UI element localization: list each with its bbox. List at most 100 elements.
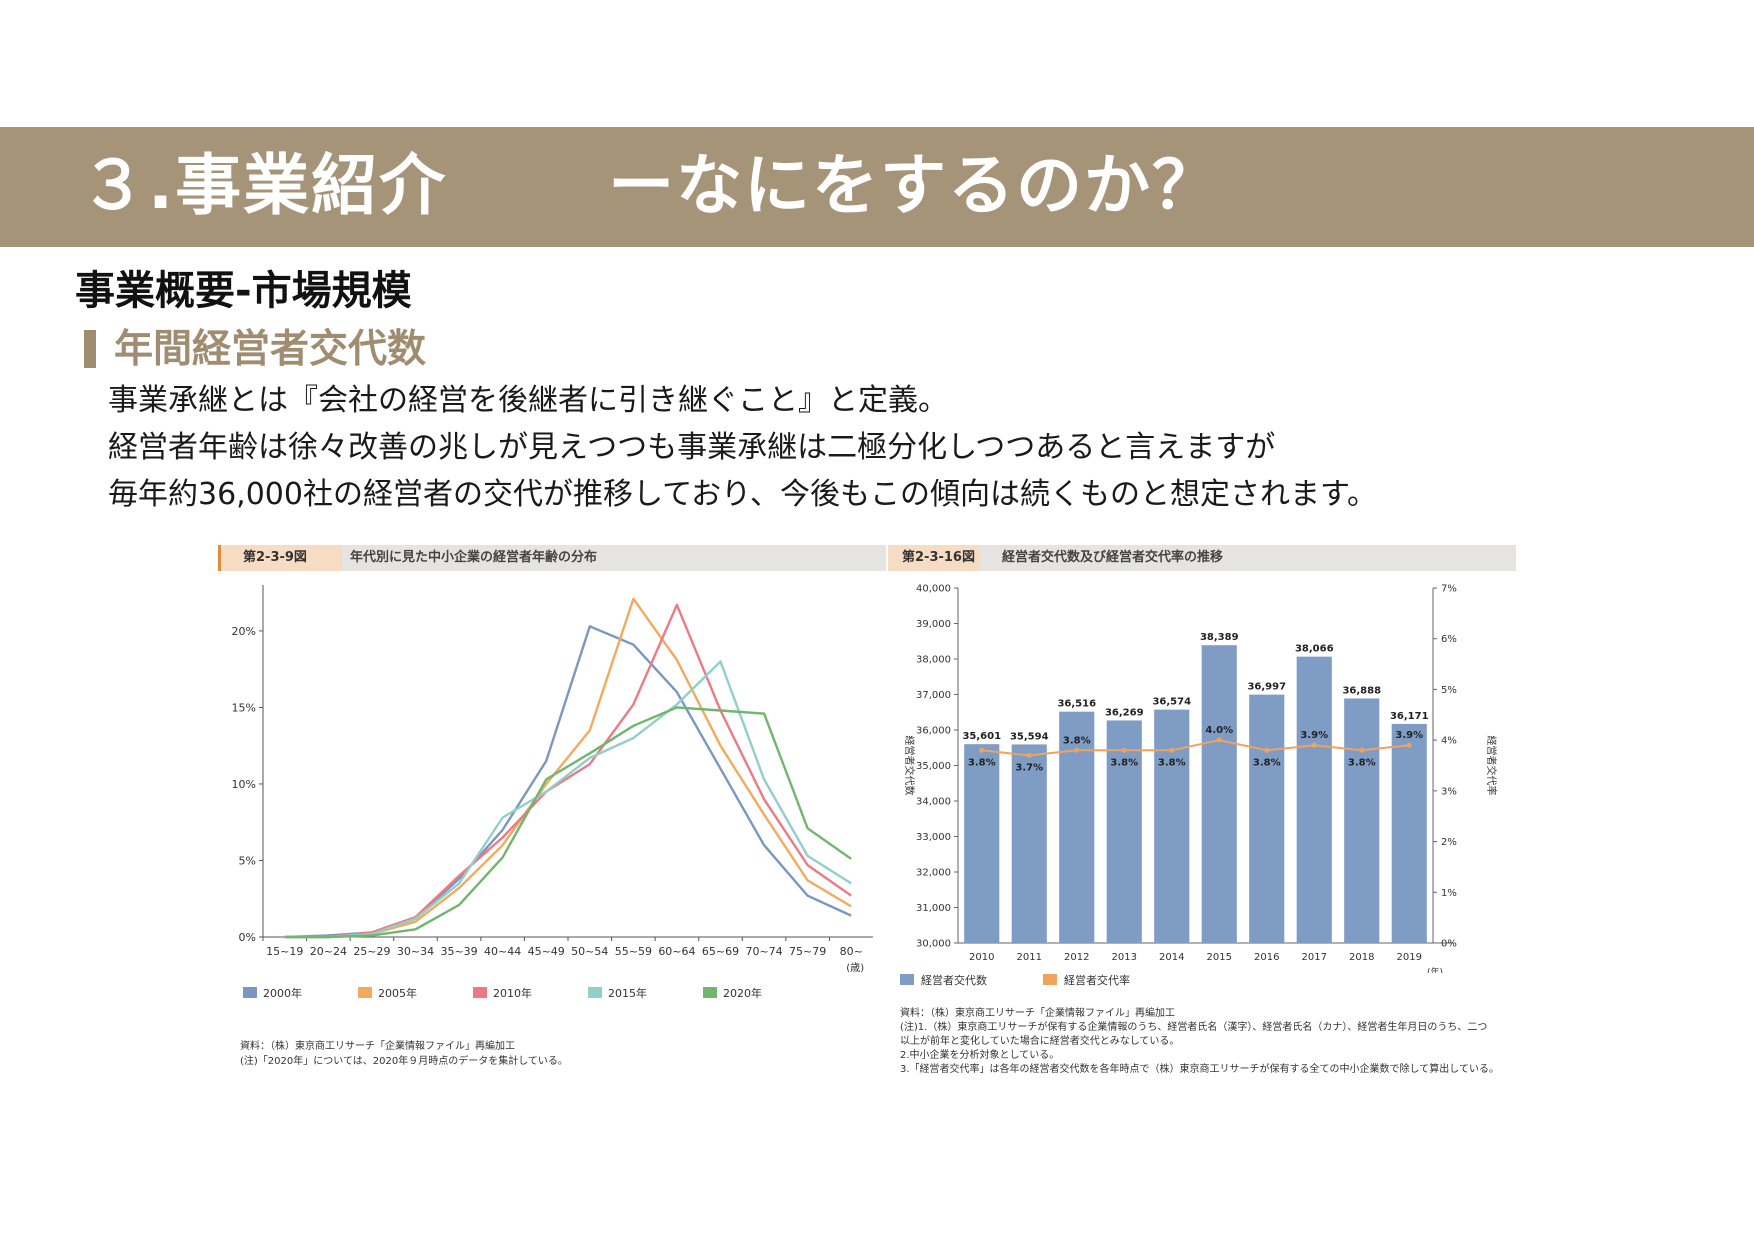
x-unit-label: (年): [1427, 966, 1443, 973]
heading-marker: [84, 330, 96, 368]
rate-value-label: 3.9%: [1395, 730, 1423, 741]
y2-tick-label: 3%: [1441, 786, 1457, 797]
legend-swatch: [900, 974, 914, 985]
y-axis-title: 経営者交代数: [903, 736, 916, 796]
y-tick-label: 20%: [232, 625, 256, 638]
source-note-3: 以上が前年と変化していた場合に経営者交代とみなしている。: [900, 1036, 1180, 1047]
rate-value-label: 3.8%: [1158, 757, 1186, 768]
y2-axis-title: 経営者交代率: [1485, 736, 1498, 796]
y-tick-label: 0%: [239, 931, 256, 944]
legend-bar: 経営者交代数: [900, 972, 987, 988]
y-tick-label: 39,000: [916, 619, 951, 630]
x-tick-label: 50~54: [571, 945, 608, 958]
y-tick-label: 40,000: [916, 584, 951, 595]
x-tick-label: 2019: [1397, 952, 1422, 963]
x-tick-label: 70~74: [745, 945, 782, 958]
y-tick-label: 32,000: [916, 868, 951, 879]
title-bar: ３.事業紹介 ーなにをするのか？: [0, 127, 1754, 247]
figure-header: 第2-3-16図 経営者交代数及び経営者交代率の推移: [888, 545, 1516, 571]
series-line-2015年: [284, 660, 852, 939]
x-tick-label: 2017: [1302, 952, 1327, 963]
rate-value-label: 3.8%: [968, 757, 996, 768]
y-tick-label: 31,000: [916, 903, 951, 914]
x-tick-label: 45~49: [528, 945, 565, 958]
x-tick-label: 2011: [1017, 952, 1042, 963]
rate-value-label: 3.9%: [1300, 730, 1328, 741]
rate-point: [1311, 742, 1317, 748]
age-distribution-chart: 0% 5% 10% 15% 20% 15~19 20~24 25~29 30~34 35~39 40…: [232, 585, 873, 1000]
y-tick-label: 30,000: [916, 939, 951, 950]
x-tick-label: 55~59: [615, 945, 652, 958]
figure-header: 第2-3-9図 年代別に見た中小企業の経営者年齢の分布: [218, 545, 886, 571]
rate-point: [1406, 742, 1412, 748]
bar-value-label: 36,888: [1342, 685, 1381, 696]
bar-value-label: 35,601: [962, 731, 1001, 742]
rate-value-label: 3.8%: [1063, 735, 1091, 746]
x-tick-label: 60~64: [658, 945, 695, 958]
successor-change-chart: 30,000 31,000 32,000 33,000 34,000 35,000 36,0…: [903, 584, 1498, 974]
y-tick-label: 38,000: [916, 655, 951, 666]
y-tick-label: 35,000: [916, 761, 951, 772]
bar-2019: [1391, 723, 1427, 943]
x-unit-label: (歳): [846, 962, 864, 974]
source-note-5: 3.「経営者交代率」は各年の経営者交代数を各年時点で（株）東京商工リサーチが保有…: [900, 1064, 1499, 1075]
y-tick-label: 33,000: [916, 832, 951, 843]
successor-change-figure: 第2-3-16図 経営者交代数及び経営者交代率の推移 30,000 31,000 3…: [888, 545, 1518, 1075]
figure-number: 第2-3-9図: [218, 545, 342, 571]
rate-point: [1264, 747, 1270, 753]
age-distribution-figure: 第2-3-9図 年代別に見た中小企業の経営者年齢の分布 0% 5% 10% 15% 20…: [218, 545, 886, 1075]
x-tick-label: 2010: [969, 952, 994, 963]
y-tick-label: 5%: [239, 854, 256, 867]
bar-2014: [1154, 709, 1190, 943]
x-tick-label: 2018: [1349, 952, 1374, 963]
legend-swatch: [588, 987, 602, 998]
x-tick-label: 75~79: [789, 945, 826, 958]
y-tick-label: 37,000: [916, 690, 951, 701]
sub-heading: 年間経営者交代数: [84, 318, 426, 374]
page-title: ３.事業紹介 ーなにをするのか？: [80, 147, 1221, 224]
x-tick-label: 25~29: [353, 945, 390, 958]
x-tick-label: 65~69: [702, 945, 739, 958]
legend-label: 2010年: [493, 986, 532, 1000]
source-note-4: 2.中小企業を分析対象としている。: [900, 1050, 1060, 1061]
y-tick-label: 15%: [232, 701, 256, 714]
bar-2010: [964, 744, 1000, 943]
legend-swatch: [1043, 974, 1057, 985]
x-tick-label: 2013: [1112, 952, 1137, 963]
x-tick-label: 2016: [1254, 952, 1279, 963]
y2-tick-label: 4%: [1441, 736, 1457, 747]
y2-tick-label: 7%: [1441, 584, 1457, 595]
series-line-2005年: [284, 597, 852, 939]
bar-2017: [1296, 656, 1332, 943]
legend-swatch: [358, 987, 372, 998]
source-note-2: (注)1.（株）東京商工リサーチが保有する企業情報のうち、経営者氏名（漢字）、経…: [900, 1022, 1488, 1033]
bar-value-label: 36,171: [1390, 711, 1429, 722]
figure-number: 第2-3-16図: [888, 545, 980, 571]
y2-tick-label: 6%: [1441, 634, 1457, 645]
x-tick-label: 30~34: [397, 945, 434, 958]
bar-value-label: 36,516: [1057, 699, 1096, 710]
bar-2013: [1106, 720, 1142, 943]
x-tick-label: 2014: [1159, 952, 1184, 963]
bar-2018: [1344, 698, 1380, 943]
y-tick-label: 34,000: [916, 797, 951, 808]
y2-tick-label: 0%: [1441, 939, 1457, 950]
legend-swatch: [243, 987, 257, 998]
bar-value-label: 38,389: [1200, 632, 1239, 643]
rate-point: [1216, 737, 1222, 743]
legend-swatch: [703, 987, 717, 998]
bar-2012: [1059, 711, 1095, 943]
legend-label: 2020年: [723, 986, 762, 1000]
series-line-2020年: [284, 706, 852, 939]
x-tick-label: 15~19: [266, 945, 303, 958]
figure-title: 年代別に見た中小企業の経営者年齢の分布: [350, 550, 598, 565]
rate-value-label: 3.8%: [1348, 757, 1376, 768]
rate-point: [979, 747, 985, 753]
bar-2011: [1011, 744, 1047, 943]
rate-value-label: 3.8%: [1253, 757, 1281, 768]
body-line-1: 事業承継とは『会社の経営を後継者に引き継ぐこと』と定義。: [108, 383, 948, 418]
x-tick-label: 20~24: [310, 945, 347, 958]
legend-label: 2000年: [263, 986, 302, 1000]
legend-label: 2005年: [378, 986, 417, 1000]
rate-point: [1026, 752, 1032, 758]
